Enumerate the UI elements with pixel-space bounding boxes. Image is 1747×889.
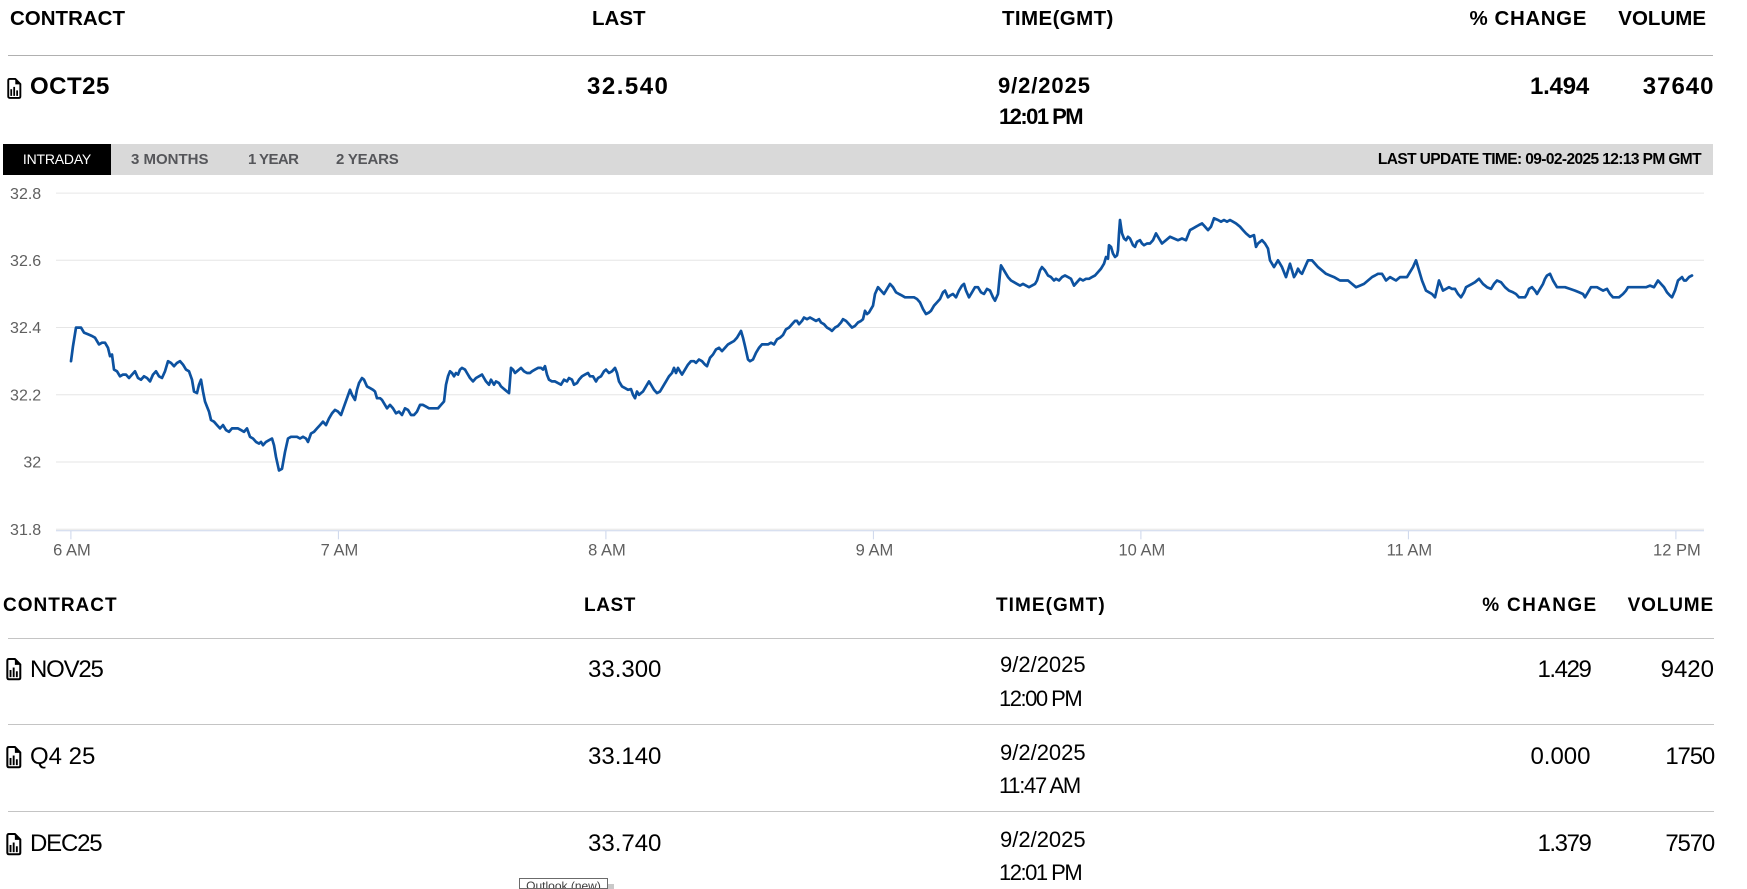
svg-text:6 AM: 6 AM [53, 541, 91, 559]
svg-text:10 AM: 10 AM [1119, 541, 1166, 559]
svg-text:31.8: 31.8 [10, 522, 41, 539]
svg-text:32.4: 32.4 [10, 320, 41, 337]
svg-text:12 PM: 12 PM [1653, 541, 1701, 559]
svg-text:32.2: 32.2 [10, 388, 41, 405]
svg-text:9 AM: 9 AM [856, 541, 894, 559]
svg-text:32.6: 32.6 [10, 253, 41, 270]
svg-text:11 AM: 11 AM [1387, 541, 1433, 559]
svg-text:8 AM: 8 AM [588, 541, 626, 559]
svg-text:32.8: 32.8 [10, 186, 41, 203]
svg-text:7 AM: 7 AM [321, 541, 359, 559]
svg-text:32: 32 [23, 455, 41, 472]
